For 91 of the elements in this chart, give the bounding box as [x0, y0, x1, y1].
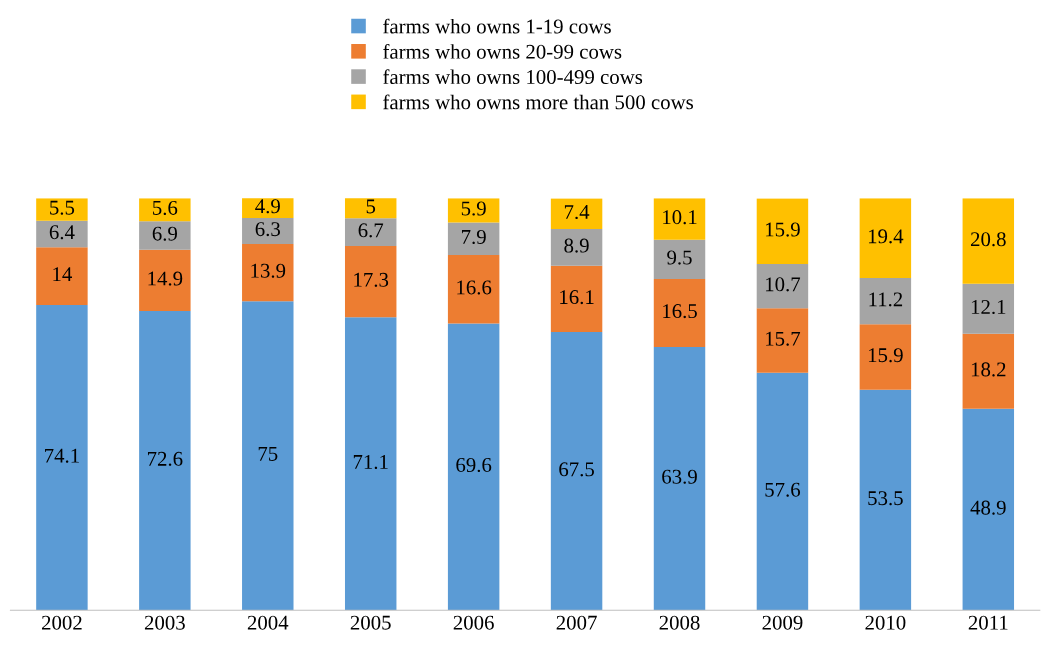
bar	[962, 333, 1015, 409]
data-label: 5.6	[153, 200, 178, 215]
bar	[653, 346, 706, 611]
bar	[962, 408, 1015, 611]
data-label: 5	[366, 199, 376, 214]
bar	[36, 247, 88, 305]
bar	[756, 198, 809, 265]
data-label: 69.6	[456, 458, 492, 473]
bar	[447, 222, 500, 256]
bar	[962, 283, 1015, 334]
data-label: 72.6	[147, 451, 183, 466]
data-label: 57.6	[765, 482, 801, 497]
bar	[550, 229, 603, 266]
data-label: 63.9	[662, 469, 697, 484]
data-label: 15.7	[766, 331, 801, 346]
x-tick-label: 2004	[247, 615, 289, 630]
data-label: 5.9	[461, 201, 486, 216]
data-label: 10.7	[766, 277, 801, 292]
x-tick-label: 2003	[144, 615, 185, 630]
bar	[859, 324, 912, 390]
data-label: 15.9	[868, 348, 903, 363]
bar	[139, 221, 191, 250]
data-label: 19.4	[868, 229, 904, 244]
bar	[36, 220, 88, 248]
data-label: 53.5	[868, 491, 903, 506]
data-label: 16.1	[560, 290, 594, 305]
x-tick-label: 2010	[865, 615, 906, 630]
data-label: 10.1	[663, 210, 697, 225]
bar	[344, 245, 397, 318]
data-label: 6.7	[358, 223, 384, 238]
bar	[242, 243, 294, 302]
data-label: 6.4	[49, 225, 75, 240]
bar	[447, 255, 500, 324]
bar	[550, 332, 603, 611]
data-label: 17.3	[354, 272, 389, 287]
x-tick-label: 2002	[42, 615, 82, 630]
legend-label: farms who owns more than 500 cows	[383, 94, 694, 110]
bar	[344, 198, 397, 219]
data-label: 18.2	[971, 362, 1006, 377]
data-label: 71.1	[353, 454, 388, 470]
bar	[756, 308, 809, 373]
data-label: 74.1	[45, 448, 79, 463]
bar	[242, 301, 294, 611]
x-tick-label: 2005	[350, 615, 391, 630]
bar	[139, 249, 191, 312]
data-label: 14.9	[148, 271, 183, 286]
bar	[756, 264, 809, 309]
bar	[962, 198, 1015, 284]
bar	[447, 323, 500, 611]
x-tick-label: 2011	[968, 615, 1008, 630]
data-label: 4.9	[255, 199, 280, 214]
x-tick-label: 2006	[453, 615, 494, 630]
data-label: 6.9	[152, 226, 178, 241]
x-tick-label: 2009	[762, 615, 803, 630]
bar	[344, 218, 397, 246]
x-tick-label: 2007	[556, 615, 597, 630]
data-label: 7.9	[462, 229, 486, 245]
data-label: 48.9	[970, 500, 1006, 515]
x-tick-label: 2008	[659, 615, 700, 630]
data-label: 14	[53, 267, 73, 282]
legend-label: farms who owns 1-19 cows	[383, 18, 611, 34]
bar	[653, 239, 706, 279]
data-label: 75	[258, 447, 278, 461]
bar	[756, 372, 809, 611]
data-label: 15.9	[766, 222, 800, 237]
data-label: 12.1	[971, 300, 1006, 315]
bar	[653, 278, 706, 347]
bar	[139, 311, 191, 611]
data-label: 67.5	[559, 462, 594, 477]
data-label: 5.5	[50, 200, 75, 215]
data-label: 16.5	[663, 304, 697, 319]
bar	[344, 317, 397, 611]
bar	[550, 198, 603, 230]
data-label: 8.9	[564, 238, 589, 253]
data-label: 20.8	[970, 232, 1006, 247]
data-label: 6.3	[255, 222, 280, 237]
bar	[550, 265, 603, 333]
bar	[36, 198, 88, 221]
data-label: 7.4	[564, 205, 590, 220]
legend-label: farms who owns 100-499 cows	[383, 69, 643, 85]
bar	[859, 198, 912, 279]
legend-label: farms who owns 20-99 cows	[383, 43, 622, 59]
data-label: 13.9	[251, 263, 286, 278]
bar	[242, 217, 294, 244]
bar	[653, 198, 706, 240]
bar	[36, 304, 88, 611]
bar	[859, 389, 912, 611]
bar	[859, 278, 912, 325]
data-label: 16.6	[457, 280, 492, 295]
data-label: 9.5	[667, 250, 692, 265]
data-label: 11.2	[869, 292, 903, 307]
